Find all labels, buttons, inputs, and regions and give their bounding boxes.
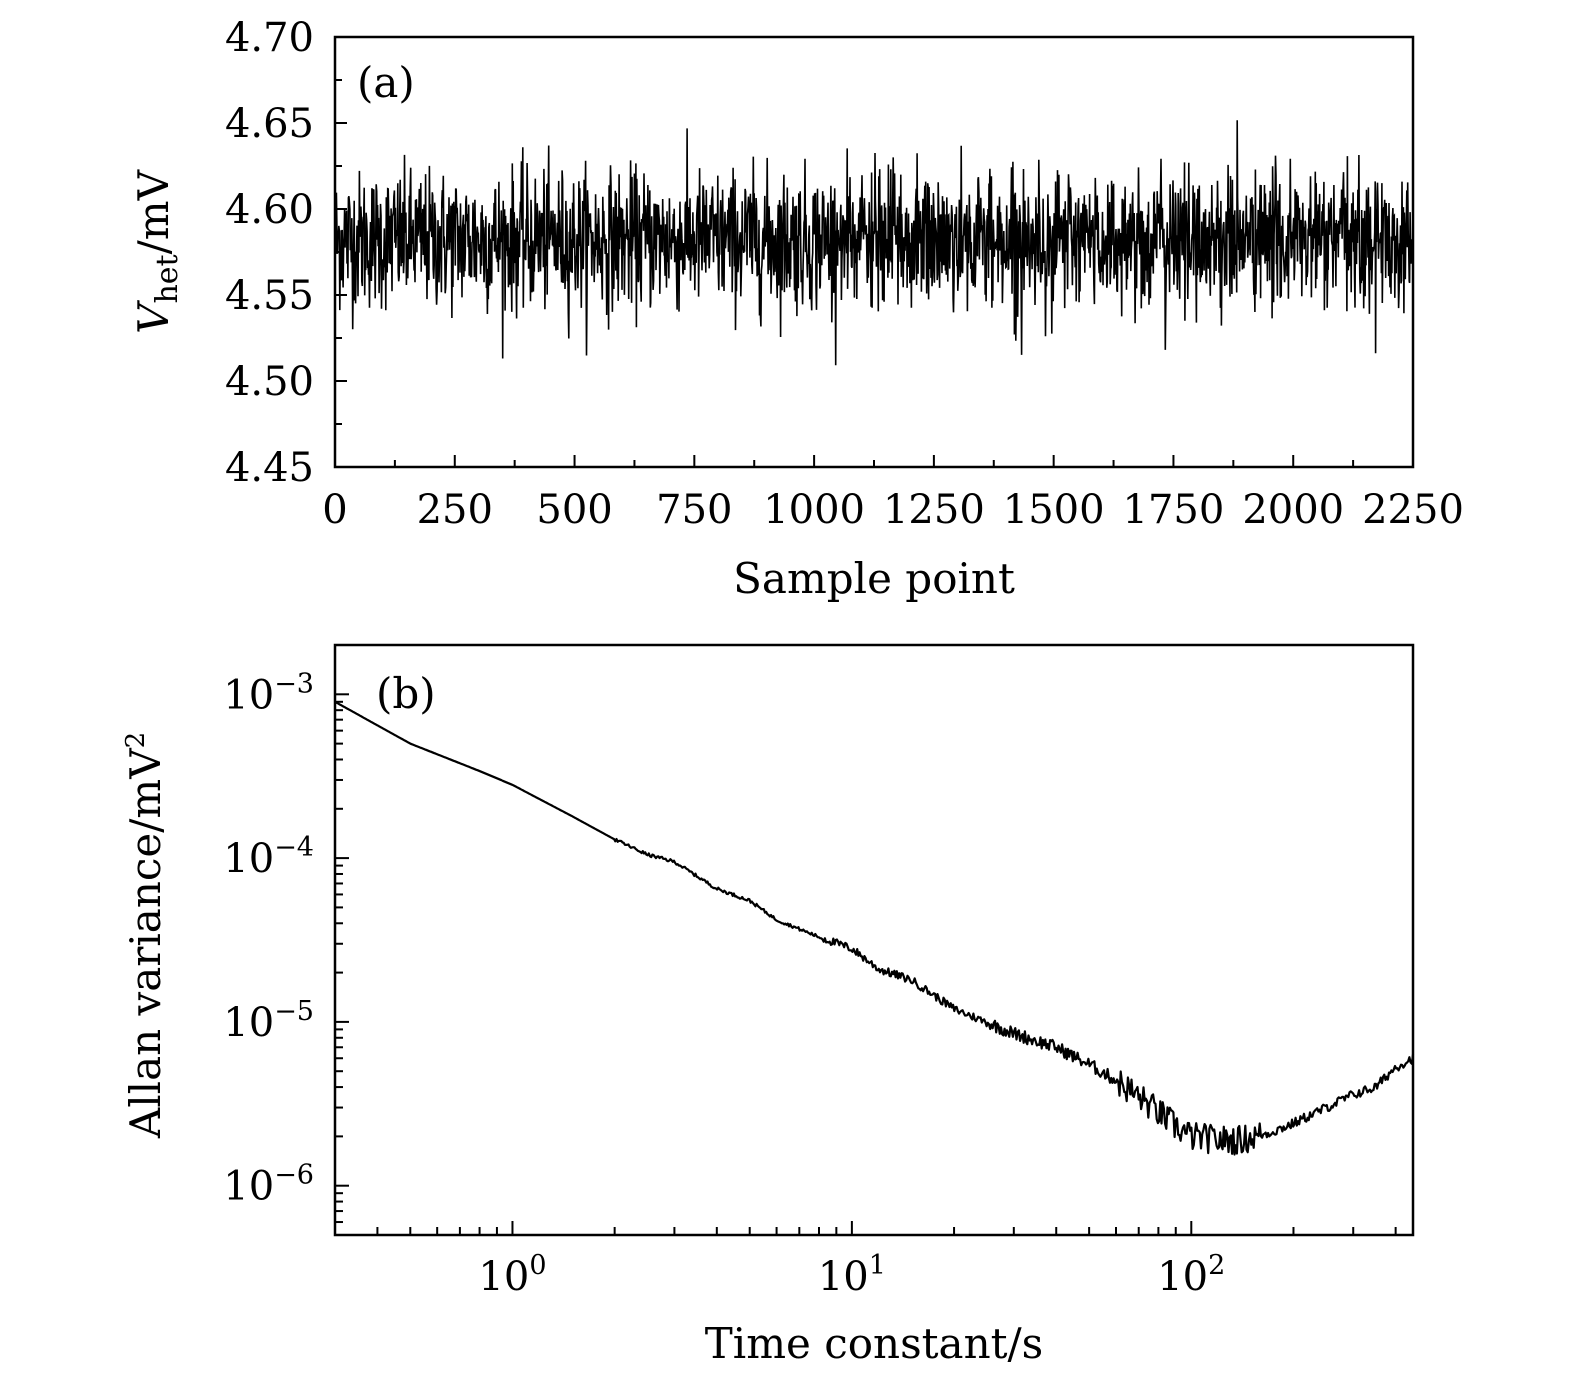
panel-a-x-axis-title: Sample point [733,554,1015,603]
panel-a: 0 250 500 750 1000 1250 1500 1750 2000 2250 4.45 4.… [129,15,1464,603]
panel-a-x-tick-label: 250 [417,487,493,533]
panel-b-y-tick-label: 10−5 [223,996,314,1046]
panel-a-y-axis-title: Vhet/mV [129,169,185,333]
panel-b-y-tick-label: 10−4 [223,832,314,882]
panel-b-ticks: 100 101 102 10−6 10−5 10−4 10−3 [223,644,1397,1300]
panel-a-y-tick-label: 4.70 [225,15,314,61]
panel-a-series-line [334,120,1414,366]
panel-b-series-line [334,700,1415,1156]
panel-a-ticks: 0 250 500 750 1000 1250 1500 1750 2000 2250 4.45 4.… [225,15,1464,533]
panel-b-y-tick-label: 10−6 [223,1160,314,1210]
panel-b-y-axis-title: Allan variance/mV2 [121,732,170,1139]
panel-a-x-tick-label: 0 [322,487,347,533]
panel-a-x-tick-label: 1250 [883,487,985,533]
panel-a-x-tick-label: 500 [536,487,612,533]
panel-b-plot-area [334,700,1415,1156]
panel-b-frame [333,643,1415,1237]
panel-b-x-tick-label: 100 [478,1250,546,1300]
panel-a-y-tick-label: 4.45 [225,445,314,491]
panel-a-y-tick-label: 4.50 [225,359,314,405]
panel-a-x-tick-label: 2250 [1362,487,1464,533]
panel-a-label: (a) [357,58,415,107]
panel-a-x-tick-label: 1500 [1003,487,1105,533]
panel-a-y-axis-unit: /mV [129,169,178,254]
panel-a-x-tick-label: 2000 [1242,487,1344,533]
panel-b: 100 101 102 10−6 10−5 10−4 10−3 (b) Time const… [121,643,1415,1368]
panel-a-y-tick-label: 4.65 [225,101,314,147]
panel-b-y-tick-label: 10−3 [223,668,314,718]
panel-b-label: (b) [376,669,436,718]
panel-b-x-tick-label: 102 [1157,1250,1225,1300]
panel-a-y-tick-label: 4.60 [225,187,314,233]
panel-b-y-axis-text: Allan variance/mV [121,748,170,1139]
panel-b-x-axis-title: Time constant/s [705,1319,1043,1368]
panel-a-x-tick-label: 750 [656,487,732,533]
panel-b-y-axis-superscript: 2 [121,732,151,749]
panel-a-x-tick-label: 1750 [1123,487,1225,533]
panel-a-x-tick-label: 1000 [763,487,865,533]
panel-a-y-tick-label: 4.55 [225,273,314,319]
panel-b-x-tick-label: 101 [818,1250,886,1300]
panel-a-plot-area [334,120,1414,366]
panel-a-y-axis-subscript: het [150,254,185,303]
panel-a-y-axis-symbol: V [129,300,178,334]
